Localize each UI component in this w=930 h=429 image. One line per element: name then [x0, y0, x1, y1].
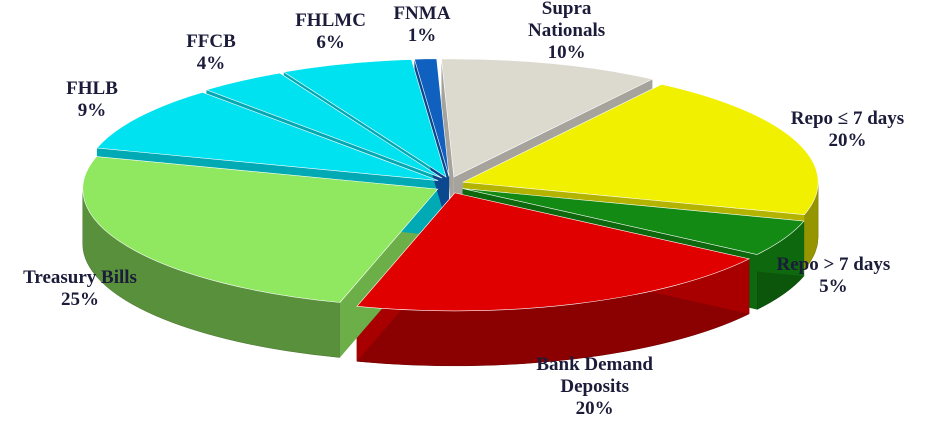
value-label: 6% [316, 31, 345, 53]
slice-tops [82, 58, 819, 312]
category-label: Repo > 7 days [776, 253, 891, 275]
value-label: 20% [828, 130, 867, 152]
value-label: 9% [77, 99, 107, 121]
data-label: Treasury Bills 25% [16, 267, 144, 311]
data-label: FHLMC 6% [267, 10, 395, 54]
slice [205, 72, 443, 179]
category-label: Bank Demand Deposits [536, 354, 653, 398]
slice [441, 58, 654, 178]
category-label: Repo ≤ 7 days [790, 108, 905, 130]
slice [82, 156, 439, 303]
data-label: Bank Demand Deposits 20% [531, 354, 659, 420]
data-label: Repo ≤ 7 days 20% [783, 108, 911, 152]
data-label: FHLB 9% [28, 78, 156, 122]
category-label: Treasury Bills [23, 267, 137, 289]
data-label: Supra Nationals 10% [503, 0, 631, 64]
value-label: 4% [196, 52, 226, 74]
data-label: FNMA 1% [358, 3, 486, 47]
value-label: 25% [61, 289, 100, 311]
category-label: FNMA [393, 3, 451, 25]
category-label: FHLMC [295, 9, 366, 31]
category-label: Supra Nationals [528, 0, 606, 42]
category-label: FFCB [186, 30, 236, 52]
data-label: Repo > 7 days 5% [769, 254, 897, 298]
slice [462, 83, 819, 215]
slice [356, 192, 750, 312]
data-label: FFCB 4% [147, 31, 275, 75]
value-label: 20% [575, 398, 614, 420]
slice [96, 91, 439, 181]
category-label: FHLB [66, 77, 118, 99]
value-label: 1% [407, 25, 437, 47]
slice [414, 58, 450, 177]
slice [282, 59, 447, 178]
value-label: 10% [547, 42, 586, 64]
value-label: 5% [819, 275, 848, 297]
slice [462, 188, 805, 255]
slice-cut [441, 58, 454, 232]
